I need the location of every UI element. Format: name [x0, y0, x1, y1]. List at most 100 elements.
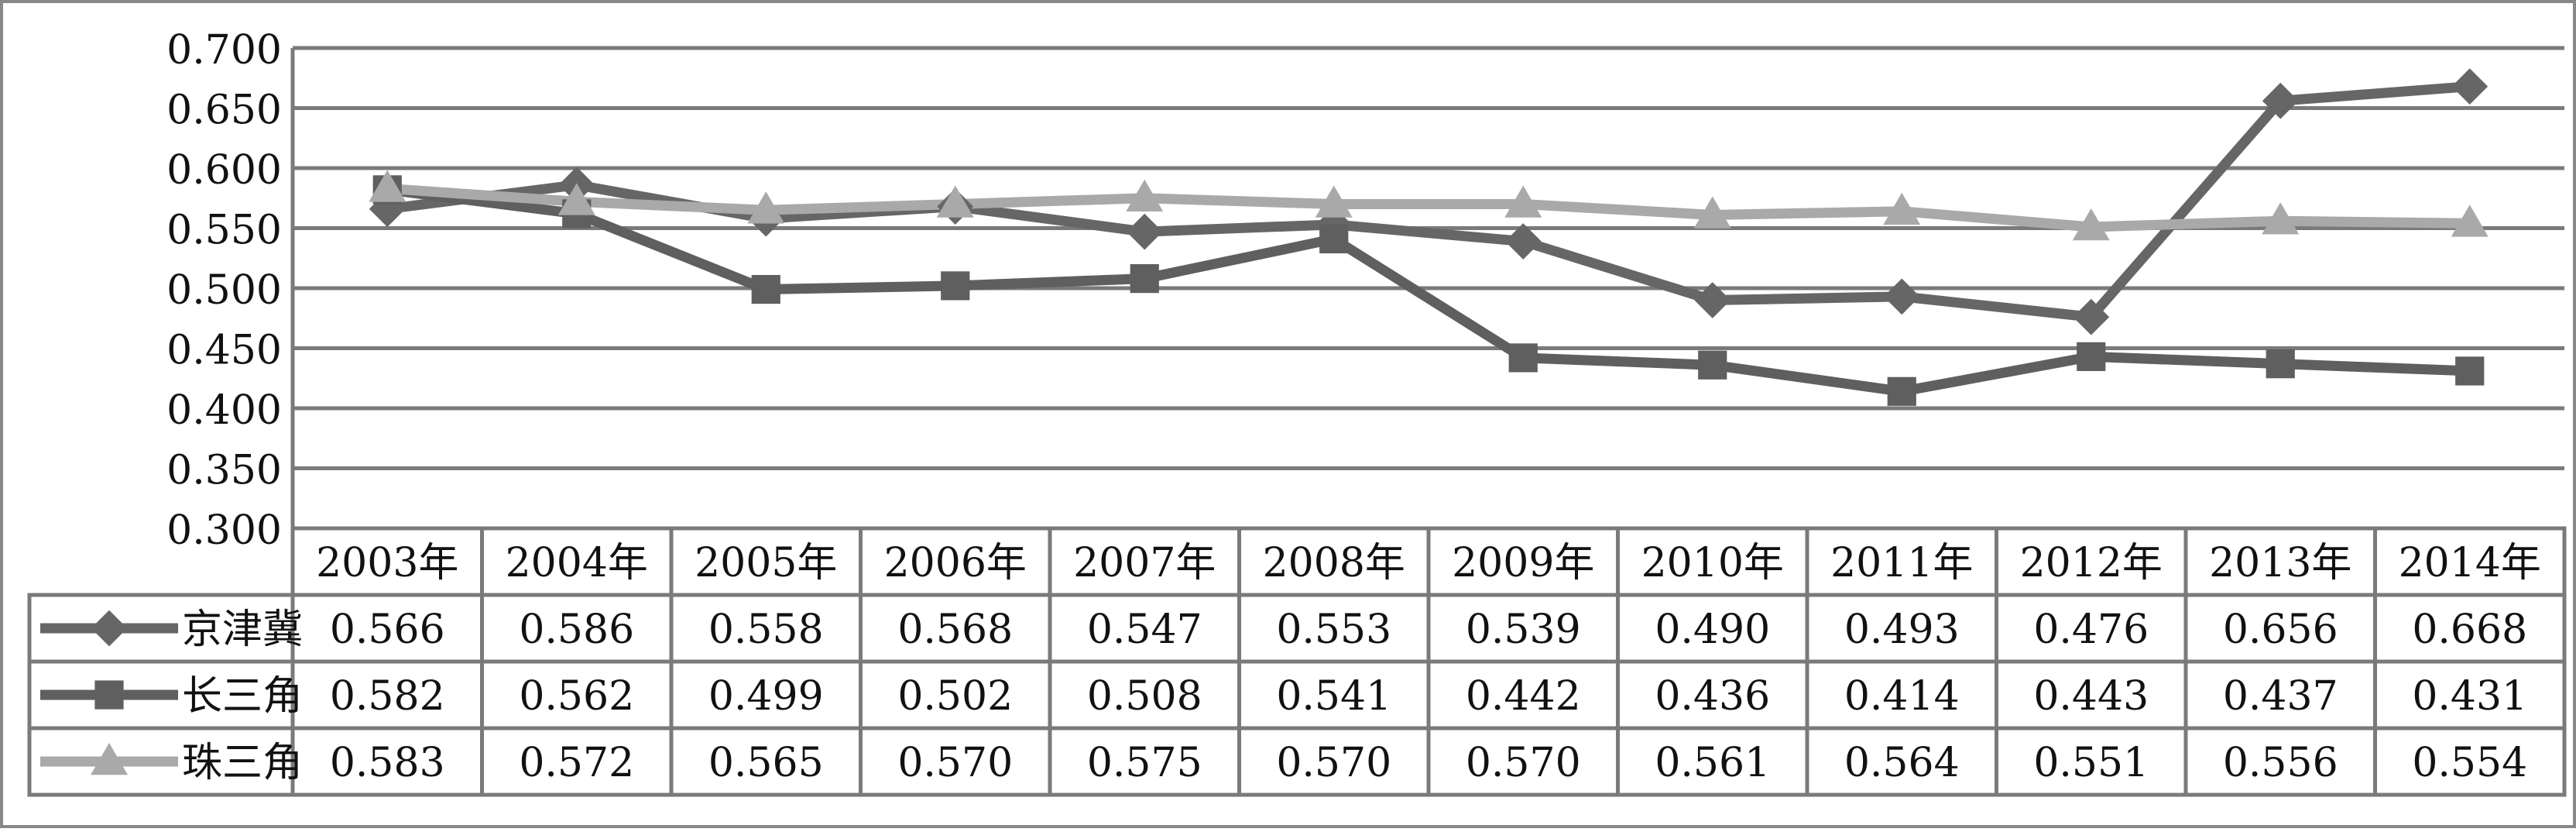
legend-marker-triangle: [91, 743, 128, 775]
y-axis-tick-labels: 0.700 0.650 0.600 0.550 0.500 0.450 0.400 0.350…: [166, 27, 282, 554]
data-table-value: 0.443: [2033, 673, 2149, 720]
data-table-value: 0.551: [2033, 740, 2149, 786]
data-point-square: [1508, 343, 1538, 373]
data-point-diamond: [2262, 82, 2299, 119]
data-point-square: [1319, 224, 1349, 254]
data-point-triangle: [1504, 185, 1542, 218]
data-table-value: 0.437: [2223, 673, 2338, 720]
data-table-value: 0.442: [1466, 673, 1581, 720]
y-tick-label: 0.650: [166, 88, 282, 134]
data-table-value: 0.553: [1276, 607, 1391, 653]
data-point-triangle: [747, 191, 785, 224]
data-point-triangle: [1883, 192, 1921, 225]
data-table-value: 0.476: [2033, 607, 2149, 653]
data-point-square: [2266, 349, 2295, 379]
x-category-label: 2005年: [695, 540, 837, 586]
data-point-diamond: [1126, 213, 1163, 250]
x-category-label: 2008年: [1263, 540, 1405, 586]
data-point-diamond: [2451, 68, 2489, 105]
data-table-value: 0.502: [897, 673, 1013, 720]
data-table-value: 0.566: [330, 607, 445, 653]
x-category-label: 2011年: [1830, 540, 1973, 586]
data-point-triangle: [557, 183, 595, 215]
series-line-square: [386, 184, 2470, 397]
data-table: 2003年 2004年 2005年 2006年 2007年 2008年 2009年 2010年…: [27, 526, 2567, 797]
series-line-triangle: [386, 183, 2470, 232]
x-category-label: 2013年: [2209, 540, 2351, 586]
data-table-value: 0.582: [330, 673, 445, 720]
data-point-triangle: [2262, 202, 2300, 235]
series-lines: [386, 81, 2471, 397]
data-point-square: [751, 274, 780, 304]
x-category-label: 2009年: [1452, 540, 1594, 586]
x-category-label: 2010年: [1641, 540, 1784, 586]
data-table-value: 0.572: [519, 740, 634, 786]
data-table-value: 0.575: [1087, 740, 1202, 786]
data-point-diamond: [1883, 278, 1920, 315]
y-tick-label: 0.450: [166, 328, 282, 374]
data-table-value: 0.568: [897, 607, 1013, 653]
data-table-value: 0.490: [1655, 607, 1770, 653]
data-table-value: 0.539: [1466, 607, 1581, 653]
data-table-value: 0.431: [2412, 673, 2527, 720]
data-table-value: 0.558: [708, 607, 824, 653]
data-table-value: 0.436: [1655, 673, 1770, 720]
y-tick-label: 0.300: [166, 507, 282, 554]
data-table-value: 0.414: [1844, 673, 1960, 720]
data-table-value: 0.570: [1466, 740, 1581, 786]
data-point-triangle: [1126, 179, 1164, 212]
data-table-value: 0.554: [2412, 740, 2527, 786]
y-tick-label: 0.500: [166, 267, 282, 314]
data-point-square: [1130, 264, 1159, 294]
legend-marker-diamond: [91, 610, 128, 647]
data-table-value: 0.493: [1844, 607, 1960, 653]
data-table-value: 0.547: [1087, 607, 1202, 653]
legend-marker-square: [94, 680, 124, 710]
data-table-value: 0.556: [2223, 740, 2338, 786]
data-table-value: 0.541: [1276, 673, 1391, 720]
data-point-diamond: [2073, 298, 2110, 335]
data-table-value: 0.586: [519, 607, 634, 653]
legend-series-name: 长三角: [182, 673, 303, 720]
gridlines: [290, 46, 2564, 528]
data-table-value: 0.668: [2412, 607, 2527, 653]
data-point-triangle: [1693, 196, 1731, 229]
data-point-triangle: [2072, 208, 2110, 241]
data-point-square: [2077, 342, 2106, 371]
data-point-square: [1698, 350, 1727, 380]
x-category-label: 2007年: [1073, 540, 1216, 586]
data-table-value: 0.570: [897, 740, 1013, 786]
data-point-triangle: [369, 170, 406, 202]
data-point-square: [2455, 356, 2485, 386]
data-table-value: 0.508: [1087, 673, 1202, 720]
data-point-square: [941, 271, 970, 301]
data-table-value: 0.656: [2223, 607, 2338, 653]
x-category-label: 2003年: [316, 540, 458, 586]
data-table-value: 0.565: [708, 740, 824, 786]
y-tick-label: 0.400: [166, 387, 282, 434]
series-markers: [369, 68, 2489, 406]
data-table-value: 0.561: [1655, 740, 1770, 786]
y-tick-label: 0.700: [166, 27, 282, 74]
data-point-triangle: [1315, 185, 1353, 218]
data-table-value: 0.499: [708, 673, 824, 720]
x-category-label: 2006年: [884, 540, 1027, 586]
data-point-triangle: [936, 185, 974, 218]
data-point-diamond: [1694, 282, 1731, 318]
legend-series-name: 京津冀: [182, 607, 303, 653]
x-category-label: 2014年: [2399, 540, 2541, 586]
legend-series-name: 珠三角: [182, 740, 303, 786]
data-point-diamond: [1504, 223, 1542, 260]
data-point-square: [1887, 376, 1916, 406]
y-tick-label: 0.550: [166, 208, 282, 254]
data-table-value: 0.562: [519, 673, 634, 720]
x-category-label: 2004年: [506, 540, 648, 586]
data-point-triangle: [2451, 205, 2489, 237]
data-table-value: 0.583: [330, 740, 445, 786]
data-table-value: 0.570: [1276, 740, 1391, 786]
y-tick-label: 0.600: [166, 147, 282, 194]
y-tick-label: 0.350: [166, 448, 282, 494]
data-table-value: 0.564: [1844, 740, 1960, 786]
